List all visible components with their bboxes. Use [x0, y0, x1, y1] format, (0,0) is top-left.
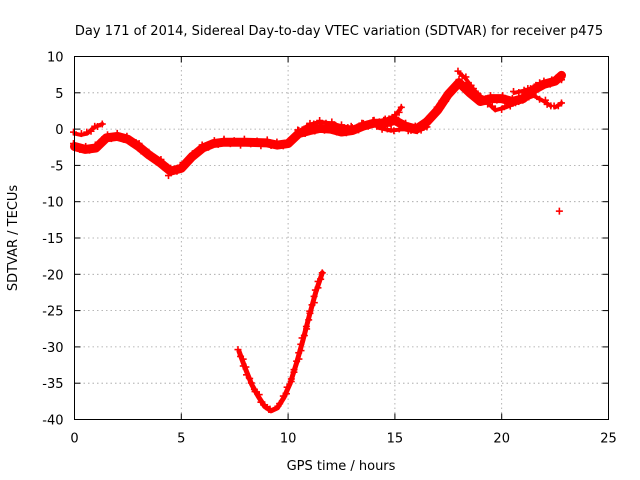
y-tick-label: -40 [42, 414, 63, 429]
plot-area [70, 67, 566, 414]
x-tick-label: 0 [70, 432, 78, 447]
axis-ticks: 0 5 10 15 20 25 -40 -35 -30 -25 -20 -15 -10 -5 0 5 10 [42, 51, 617, 447]
x-axis-label: GPS time / hours [287, 459, 396, 474]
y-tick-label: -5 [51, 159, 64, 174]
chart-title: Day 171 of 2014, Sidereal Day-to-day VTE… [75, 24, 603, 39]
y-tick-label: 0 [55, 123, 63, 138]
x-tick-label: 25 [600, 432, 617, 447]
x-tick-label: 20 [493, 432, 510, 447]
y-tick-label: -35 [42, 377, 63, 392]
y-tick-label: -15 [42, 232, 63, 247]
grid-lines [74, 56, 609, 420]
y-tick-label: 5 [55, 87, 63, 102]
y-axis-label: SDTVAR / TECUs [6, 185, 21, 292]
y-tick-label: -20 [42, 268, 63, 283]
y-tick-label: 10 [47, 51, 64, 66]
x-tick-label: 10 [280, 432, 297, 447]
x-tick-label: 5 [177, 432, 185, 447]
y-tick-label: -25 [42, 305, 63, 320]
y-tick-label: -30 [42, 341, 63, 356]
x-tick-label: 15 [387, 432, 404, 447]
y-tick-label: -10 [42, 196, 63, 211]
